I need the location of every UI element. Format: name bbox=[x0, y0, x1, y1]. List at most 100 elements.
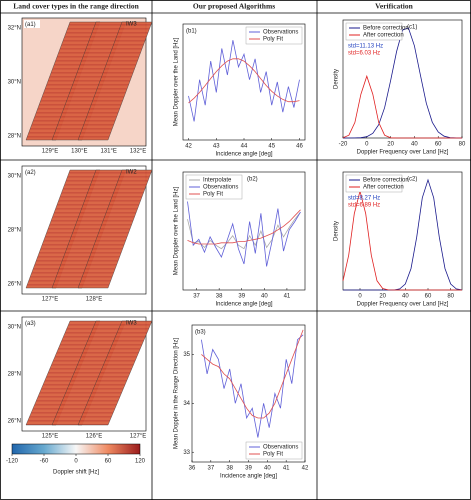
swath bbox=[77, 320, 153, 426]
series-line bbox=[201, 329, 304, 419]
swath-label: IW3 bbox=[126, 321, 137, 327]
x-tick-label: 42 bbox=[302, 466, 309, 472]
x-tick-label: 20 bbox=[387, 142, 394, 148]
lon-label: 127°E bbox=[42, 297, 58, 303]
series-line bbox=[342, 191, 462, 291]
y-axis-label: Mean Doppler over the Land [Hz] bbox=[174, 37, 180, 126]
legend-label: Poly Fit bbox=[263, 452, 283, 458]
legend-label: Observations bbox=[203, 185, 238, 191]
legend-label: Poly Fit bbox=[263, 37, 283, 43]
annotation: std=6.03 Hz bbox=[348, 51, 380, 57]
lon-label: 129°E bbox=[42, 149, 58, 155]
x-tick-label: 38 bbox=[226, 466, 233, 472]
x-tick-label: 0 bbox=[358, 294, 362, 300]
x-tick-label: 80 bbox=[459, 142, 466, 148]
series-line bbox=[188, 58, 300, 104]
legend-label: Observations bbox=[263, 445, 298, 451]
series-line bbox=[343, 178, 463, 291]
panel-label: (c2) bbox=[407, 177, 417, 183]
colorbar-tick-label: -120 bbox=[6, 459, 19, 465]
x-tick-label: 44 bbox=[241, 144, 248, 150]
column-header: Our proposed Algorithms bbox=[193, 2, 275, 11]
y-axis-label: Mean Doppler over the Land [Hz] bbox=[174, 186, 180, 275]
x-tick-label: 41 bbox=[283, 466, 290, 472]
x-tick-label: 40 bbox=[261, 294, 268, 300]
x-tick-label: 39 bbox=[238, 294, 245, 300]
swath bbox=[77, 169, 153, 289]
lat-label: 26°N bbox=[8, 282, 21, 288]
x-tick-label: -20 bbox=[339, 142, 348, 148]
colorbar bbox=[11, 443, 141, 455]
lon-label: 127°E bbox=[130, 434, 146, 440]
y-tick-label: 35 bbox=[183, 352, 190, 358]
lat-label: 28°N bbox=[8, 228, 21, 234]
panel-label-box bbox=[24, 20, 40, 28]
legend-box bbox=[345, 22, 403, 41]
panel-label: (a3) bbox=[25, 321, 36, 327]
legend-label: Observations bbox=[263, 30, 298, 36]
legend-label: Before correction bbox=[363, 178, 409, 184]
x-axis-label: Doppler Frequency over Land [Hz] bbox=[357, 150, 449, 156]
column-header: Land cover types in the range direction bbox=[13, 2, 139, 11]
x-axis-label: Incidence angle [deg] bbox=[220, 474, 277, 480]
plot-area bbox=[191, 324, 306, 463]
x-axis-label: Doppler Frequency over Land [Hz] bbox=[357, 302, 449, 308]
x-tick-label: 46 bbox=[296, 144, 303, 150]
x-tick-label: 38 bbox=[216, 294, 223, 300]
legend-box bbox=[245, 26, 303, 45]
x-tick-label: 80 bbox=[447, 294, 454, 300]
annotation: std=8.27 Hz bbox=[348, 196, 380, 202]
legend-box bbox=[245, 441, 303, 460]
x-axis-label: Incidence angle [deg] bbox=[215, 152, 272, 158]
series-line bbox=[187, 209, 301, 245]
lat-label: 30°N bbox=[8, 174, 21, 180]
y-tick-label: 33 bbox=[183, 450, 190, 456]
x-tick-label: 60 bbox=[435, 142, 442, 148]
x-tick-label: 37 bbox=[207, 466, 214, 472]
series-line bbox=[343, 27, 463, 139]
series-line bbox=[187, 201, 301, 267]
colorbar-tick-label: -60 bbox=[40, 459, 49, 465]
panel-label: (b3) bbox=[195, 330, 206, 336]
x-tick-label: 40 bbox=[411, 142, 418, 148]
y-axis-label: Density bbox=[334, 69, 340, 89]
annotation: std=11.13 Hz bbox=[348, 44, 383, 50]
lat-label: 28°N bbox=[8, 134, 21, 140]
swath-label: IW2 bbox=[126, 170, 137, 176]
lat-label: 26°N bbox=[8, 419, 21, 425]
series-line bbox=[187, 211, 301, 250]
lat-label: 30°N bbox=[8, 80, 21, 86]
lon-label: 125°E bbox=[42, 434, 58, 440]
x-tick-label: 42 bbox=[185, 144, 192, 150]
colorbar-tick-label: 60 bbox=[105, 459, 112, 465]
annotation: std=6.89 Hz bbox=[348, 203, 380, 209]
x-tick-label: 36 bbox=[189, 466, 196, 472]
lat-label: 28°N bbox=[8, 372, 21, 378]
panel-label: (c1) bbox=[407, 25, 417, 31]
y-axis-label: Mean Doppler in the Range Direction [Hz] bbox=[174, 338, 180, 449]
panel-label: (b1) bbox=[186, 29, 197, 35]
x-tick-label: 37 bbox=[193, 294, 200, 300]
swath bbox=[77, 21, 153, 141]
panel-label-box bbox=[24, 319, 40, 327]
x-tick-label: 60 bbox=[425, 294, 432, 300]
x-axis-label: Incidence angle [deg] bbox=[215, 302, 272, 308]
legend-label: After correction bbox=[363, 185, 404, 191]
legend-box bbox=[345, 174, 403, 193]
lat-label: 30°N bbox=[8, 325, 21, 331]
x-tick-label: 43 bbox=[213, 144, 220, 150]
legend-label: Interpolate bbox=[203, 178, 232, 184]
colorbar-tick-label: 120 bbox=[135, 459, 146, 465]
panel-label: (a1) bbox=[25, 22, 36, 28]
legend-label: Before correction bbox=[363, 26, 409, 32]
x-tick-label: 20 bbox=[379, 294, 386, 300]
lat-label: 32°N bbox=[8, 26, 21, 32]
x-tick-label: 40 bbox=[402, 294, 409, 300]
lon-label: 132°E bbox=[130, 149, 146, 155]
y-tick-label: 34 bbox=[183, 401, 190, 407]
x-tick-label: 0 bbox=[365, 142, 369, 148]
lon-label: 126°E bbox=[86, 434, 102, 440]
legend-label: Poly Fit bbox=[203, 192, 223, 198]
lon-label: 131°E bbox=[100, 149, 116, 155]
